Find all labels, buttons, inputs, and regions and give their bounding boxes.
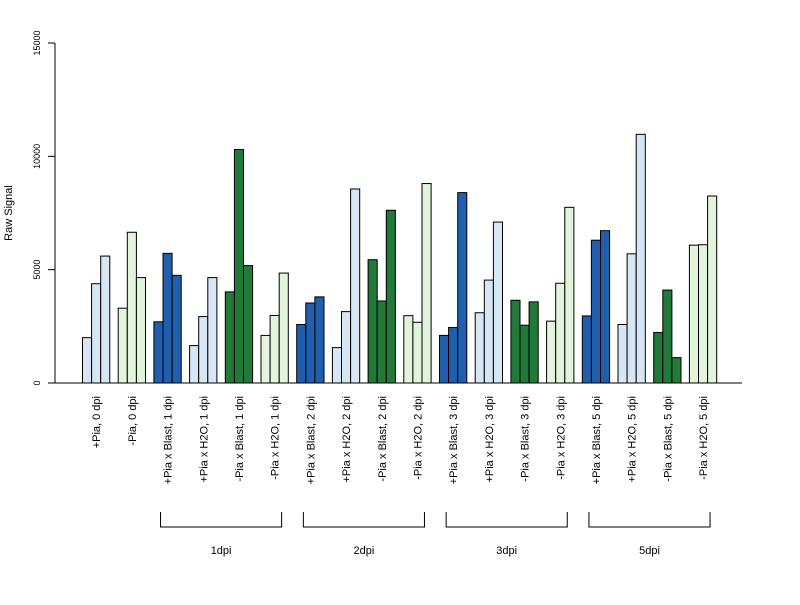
x-tick-label: +Pia x Blast, 3 dpi xyxy=(448,396,460,484)
x-tick-label: +Pia x Blast, 5 dpi xyxy=(591,396,603,484)
bar xyxy=(224,291,235,384)
group-bracket xyxy=(445,512,568,528)
x-tick-label: -Pia x Blast, 3 dpi xyxy=(520,396,532,482)
bar xyxy=(153,321,164,384)
bar xyxy=(331,347,342,384)
group-brackets: 1dpi 2dpi 3dpi 5dpi xyxy=(160,512,711,557)
x-tick-label: +Pia x H2O, 1 dpi xyxy=(198,396,210,483)
bar xyxy=(519,324,530,384)
bar xyxy=(198,316,209,384)
bar xyxy=(189,345,200,384)
bar xyxy=(421,183,432,384)
bar xyxy=(600,230,611,384)
bar xyxy=(403,315,414,384)
bar xyxy=(653,331,664,384)
bar xyxy=(564,206,575,384)
bar xyxy=(662,289,673,384)
bar xyxy=(91,283,102,384)
y-tick-label: 15000 xyxy=(32,30,42,55)
x-tick-label: +Pia x Blast, 1 dpi xyxy=(163,396,175,484)
x-tick-label: +Pia x H2O, 3 dpi xyxy=(484,396,496,483)
bar xyxy=(555,282,566,384)
x-tick-label: -Pia x H2O, 3 dpi xyxy=(555,396,567,480)
x-tick-label: +Pia x H2O, 2 dpi xyxy=(341,396,353,483)
bar xyxy=(260,334,271,384)
bar xyxy=(117,307,128,384)
group-label: 5dpi xyxy=(639,545,660,557)
bar xyxy=(269,314,280,384)
x-tick-label: -Pia x Blast, 5 dpi xyxy=(662,396,674,482)
bar xyxy=(457,192,468,384)
bar xyxy=(243,265,254,384)
bar xyxy=(635,133,646,384)
group-bracket xyxy=(302,512,425,528)
bar xyxy=(492,221,503,384)
bar xyxy=(367,259,378,384)
bar xyxy=(207,277,218,384)
bar xyxy=(100,255,111,384)
bar xyxy=(439,334,450,384)
bar xyxy=(474,312,485,384)
x-tick-labels: +Pia, 0 dpi -Pia, 0 dpi +Pia x Blast, 1 dp… xyxy=(91,396,710,484)
bar xyxy=(448,326,459,384)
y-tick-label: 5000 xyxy=(32,260,42,280)
y-tick-label: 10000 xyxy=(32,144,42,169)
bar xyxy=(171,274,182,384)
group-label: 3dpi xyxy=(496,545,517,557)
bars xyxy=(82,133,718,384)
x-tick-label: -Pia x H2O, 5 dpi xyxy=(698,396,710,480)
bar xyxy=(698,244,709,384)
x-tick-label: -Pia x H2O, 2 dpi xyxy=(412,396,424,480)
bar xyxy=(126,231,137,384)
bar xyxy=(590,239,602,384)
bar xyxy=(412,321,423,384)
bar xyxy=(581,315,592,384)
bar xyxy=(671,357,682,384)
bar xyxy=(296,324,307,384)
bar xyxy=(688,244,700,384)
x-tick-label: -Pia x Blast, 2 dpi xyxy=(377,396,389,482)
x-tick-label: +Pia x Blast, 2 dpi xyxy=(305,396,317,484)
group-label: 2dpi xyxy=(354,545,375,557)
bar xyxy=(233,149,244,384)
bar xyxy=(376,300,387,384)
y-axis-label: Raw Signal xyxy=(3,185,15,241)
bar xyxy=(278,272,289,384)
bar xyxy=(162,252,173,384)
bar xyxy=(385,209,396,384)
bar xyxy=(341,311,352,384)
x-tick-label: +Pia x H2O, 5 dpi xyxy=(627,396,639,483)
bar xyxy=(626,253,637,384)
bar xyxy=(528,301,539,384)
x-tick-label: -Pia x Blast, 1 dpi xyxy=(234,396,246,482)
x-tick-label: +Pia, 0 dpi xyxy=(91,396,103,448)
bar xyxy=(510,299,521,384)
y-axis: 0 5000 10000 15000 xyxy=(32,30,56,386)
x-tick-label: -Pia, 0 dpi xyxy=(127,396,139,446)
bar xyxy=(314,296,325,384)
bar xyxy=(135,277,146,384)
bar xyxy=(82,337,93,384)
bar xyxy=(617,324,628,384)
bar xyxy=(305,302,316,384)
y-tick-label: 0 xyxy=(32,380,42,385)
group-bracket xyxy=(588,512,711,528)
bar xyxy=(483,279,494,384)
group-label: 1dpi xyxy=(211,545,232,557)
bar xyxy=(350,188,361,384)
group-bracket xyxy=(160,512,283,528)
bar xyxy=(707,195,718,384)
bar xyxy=(546,320,557,384)
x-tick-label: -Pia x H2O, 1 dpi xyxy=(270,396,282,480)
